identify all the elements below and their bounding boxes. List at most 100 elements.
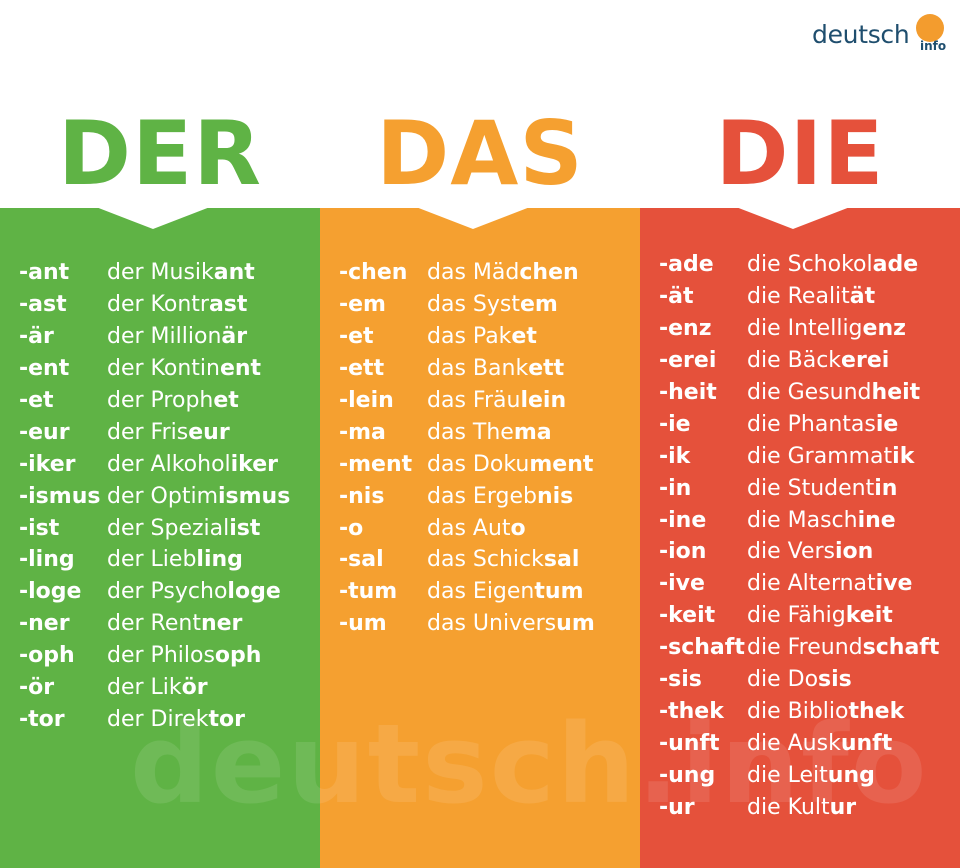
word-stem: Grammat <box>787 443 893 469</box>
suffix-row: -ör der Likör <box>19 672 290 704</box>
suffix: -ie <box>659 411 691 437</box>
word-stem: Philos <box>150 643 215 669</box>
watermark: deutsch.info <box>130 700 929 828</box>
suffix: -ade <box>659 252 714 278</box>
suffix: -oph <box>19 643 75 669</box>
article: die <box>747 411 781 437</box>
article: der <box>107 515 144 541</box>
deutsch-info-logo: deutsch info <box>812 14 952 54</box>
suffix: -ast <box>19 292 67 318</box>
suffix: -är <box>19 324 54 350</box>
word-stem: Syst <box>472 292 520 318</box>
word-stem: Kontr <box>150 292 209 318</box>
article: der <box>107 483 144 509</box>
article: die <box>747 794 781 820</box>
suffix-row: -lein das Fräulein <box>339 385 595 417</box>
article: die <box>747 539 781 565</box>
suffix: -ner <box>19 611 70 637</box>
example-word: die Auskunft <box>747 731 892 756</box>
word-stem: Mäd <box>472 260 520 286</box>
suffix: -ine <box>659 507 707 533</box>
example-word: das System <box>427 292 558 317</box>
word-ending: chen <box>519 260 579 286</box>
article: die <box>747 475 781 501</box>
suffix-row: -loge der Psychologe <box>19 576 290 608</box>
suffix: -ismus <box>19 483 101 509</box>
example-word: der Kontrast <box>107 292 247 317</box>
word-stem: Optim <box>150 483 218 509</box>
heading-die: DIE <box>715 102 885 205</box>
suffix-list-die: -ade die Schokolade -ät die Realität -enz die… <box>659 249 939 823</box>
word-stem: The <box>472 419 514 445</box>
article: die <box>747 730 781 756</box>
word-stem: Univers <box>472 611 557 637</box>
suffix: -ik <box>659 443 691 469</box>
article: der <box>107 547 144 573</box>
suffix-row: -är der Millionär <box>19 321 290 353</box>
article: das <box>427 611 466 637</box>
suffix-row: -ant der Musikant <box>19 257 290 289</box>
example-word: das Eigentum <box>427 579 584 604</box>
heading-das: DAS <box>376 102 584 205</box>
example-word: der Friseur <box>107 420 230 445</box>
word-stem: Leit <box>787 762 828 788</box>
article: die <box>747 762 781 788</box>
word-ending: sal <box>543 547 580 573</box>
word-ending: ismus <box>218 483 291 509</box>
article: die <box>747 667 781 693</box>
suffix: -ist <box>19 515 60 541</box>
article: der <box>107 611 144 637</box>
word-ending: ment <box>529 451 594 477</box>
word-ending: heit <box>871 380 921 405</box>
word-stem: Ergeb <box>472 483 537 509</box>
example-word: die Alternative <box>747 571 912 596</box>
column-der: -ant der Musikant -ast der Kontrast -är der M… <box>0 207 320 868</box>
suffix-row: -sis die Dosis <box>659 664 939 696</box>
column-notch <box>96 207 210 229</box>
example-word: das Ergebnis <box>427 484 573 509</box>
column-notch <box>736 207 850 229</box>
word-ending: tor <box>208 706 245 732</box>
suffix: -em <box>339 292 386 318</box>
word-stem: Direk <box>150 706 209 732</box>
logo-main-text: deutsch <box>812 20 910 49</box>
article: das <box>427 324 466 350</box>
example-word: das Bankett <box>427 356 564 381</box>
example-word: der Optimismus <box>107 484 290 509</box>
example-word: das Paket <box>427 324 537 349</box>
example-word: die Maschine <box>747 508 896 533</box>
suffix-row: -o das Auto <box>339 512 595 544</box>
suffix-row: -ment das Dokument <box>339 448 595 480</box>
word-ending: thek <box>848 698 905 724</box>
suffix-row: -enz die Intelligenz <box>659 313 939 345</box>
article: der <box>107 643 144 669</box>
example-word: die Freundschaft <box>747 635 939 660</box>
word-stem: Eigen <box>472 579 535 605</box>
word-ending: keit <box>845 603 893 629</box>
word-stem: Alkohol <box>150 451 231 477</box>
word-ending: ett <box>528 356 565 382</box>
word-ending: em <box>520 292 558 318</box>
example-word: die Dosis <box>747 667 852 692</box>
example-word: die Grammatik <box>747 444 914 469</box>
word-ending: schaft <box>862 635 940 661</box>
word-stem: Schick <box>472 547 544 573</box>
example-word: das Mädchen <box>427 260 579 285</box>
suffix-row: -ner der Rentner <box>19 608 290 640</box>
suffix: -ment <box>339 451 413 477</box>
suffix-row: -ma das Thema <box>339 416 595 448</box>
word-ending: ast <box>208 292 248 318</box>
article: der <box>107 292 144 318</box>
article: der <box>107 579 144 605</box>
suffix-row: -tum das Eigentum <box>339 576 595 608</box>
article: das <box>427 356 466 382</box>
suffix: -keit <box>659 603 716 629</box>
word-ending: ist <box>229 515 261 541</box>
word-ending: loge <box>227 579 281 605</box>
word-stem: Kontin <box>150 356 220 382</box>
word-ending: lein <box>520 388 567 413</box>
suffix-row: -eur der Friseur <box>19 416 290 448</box>
word-stem: Doku <box>472 451 530 477</box>
suffix: -ur <box>659 794 695 820</box>
suffix-row: -thek die Bibliothek <box>659 695 939 727</box>
